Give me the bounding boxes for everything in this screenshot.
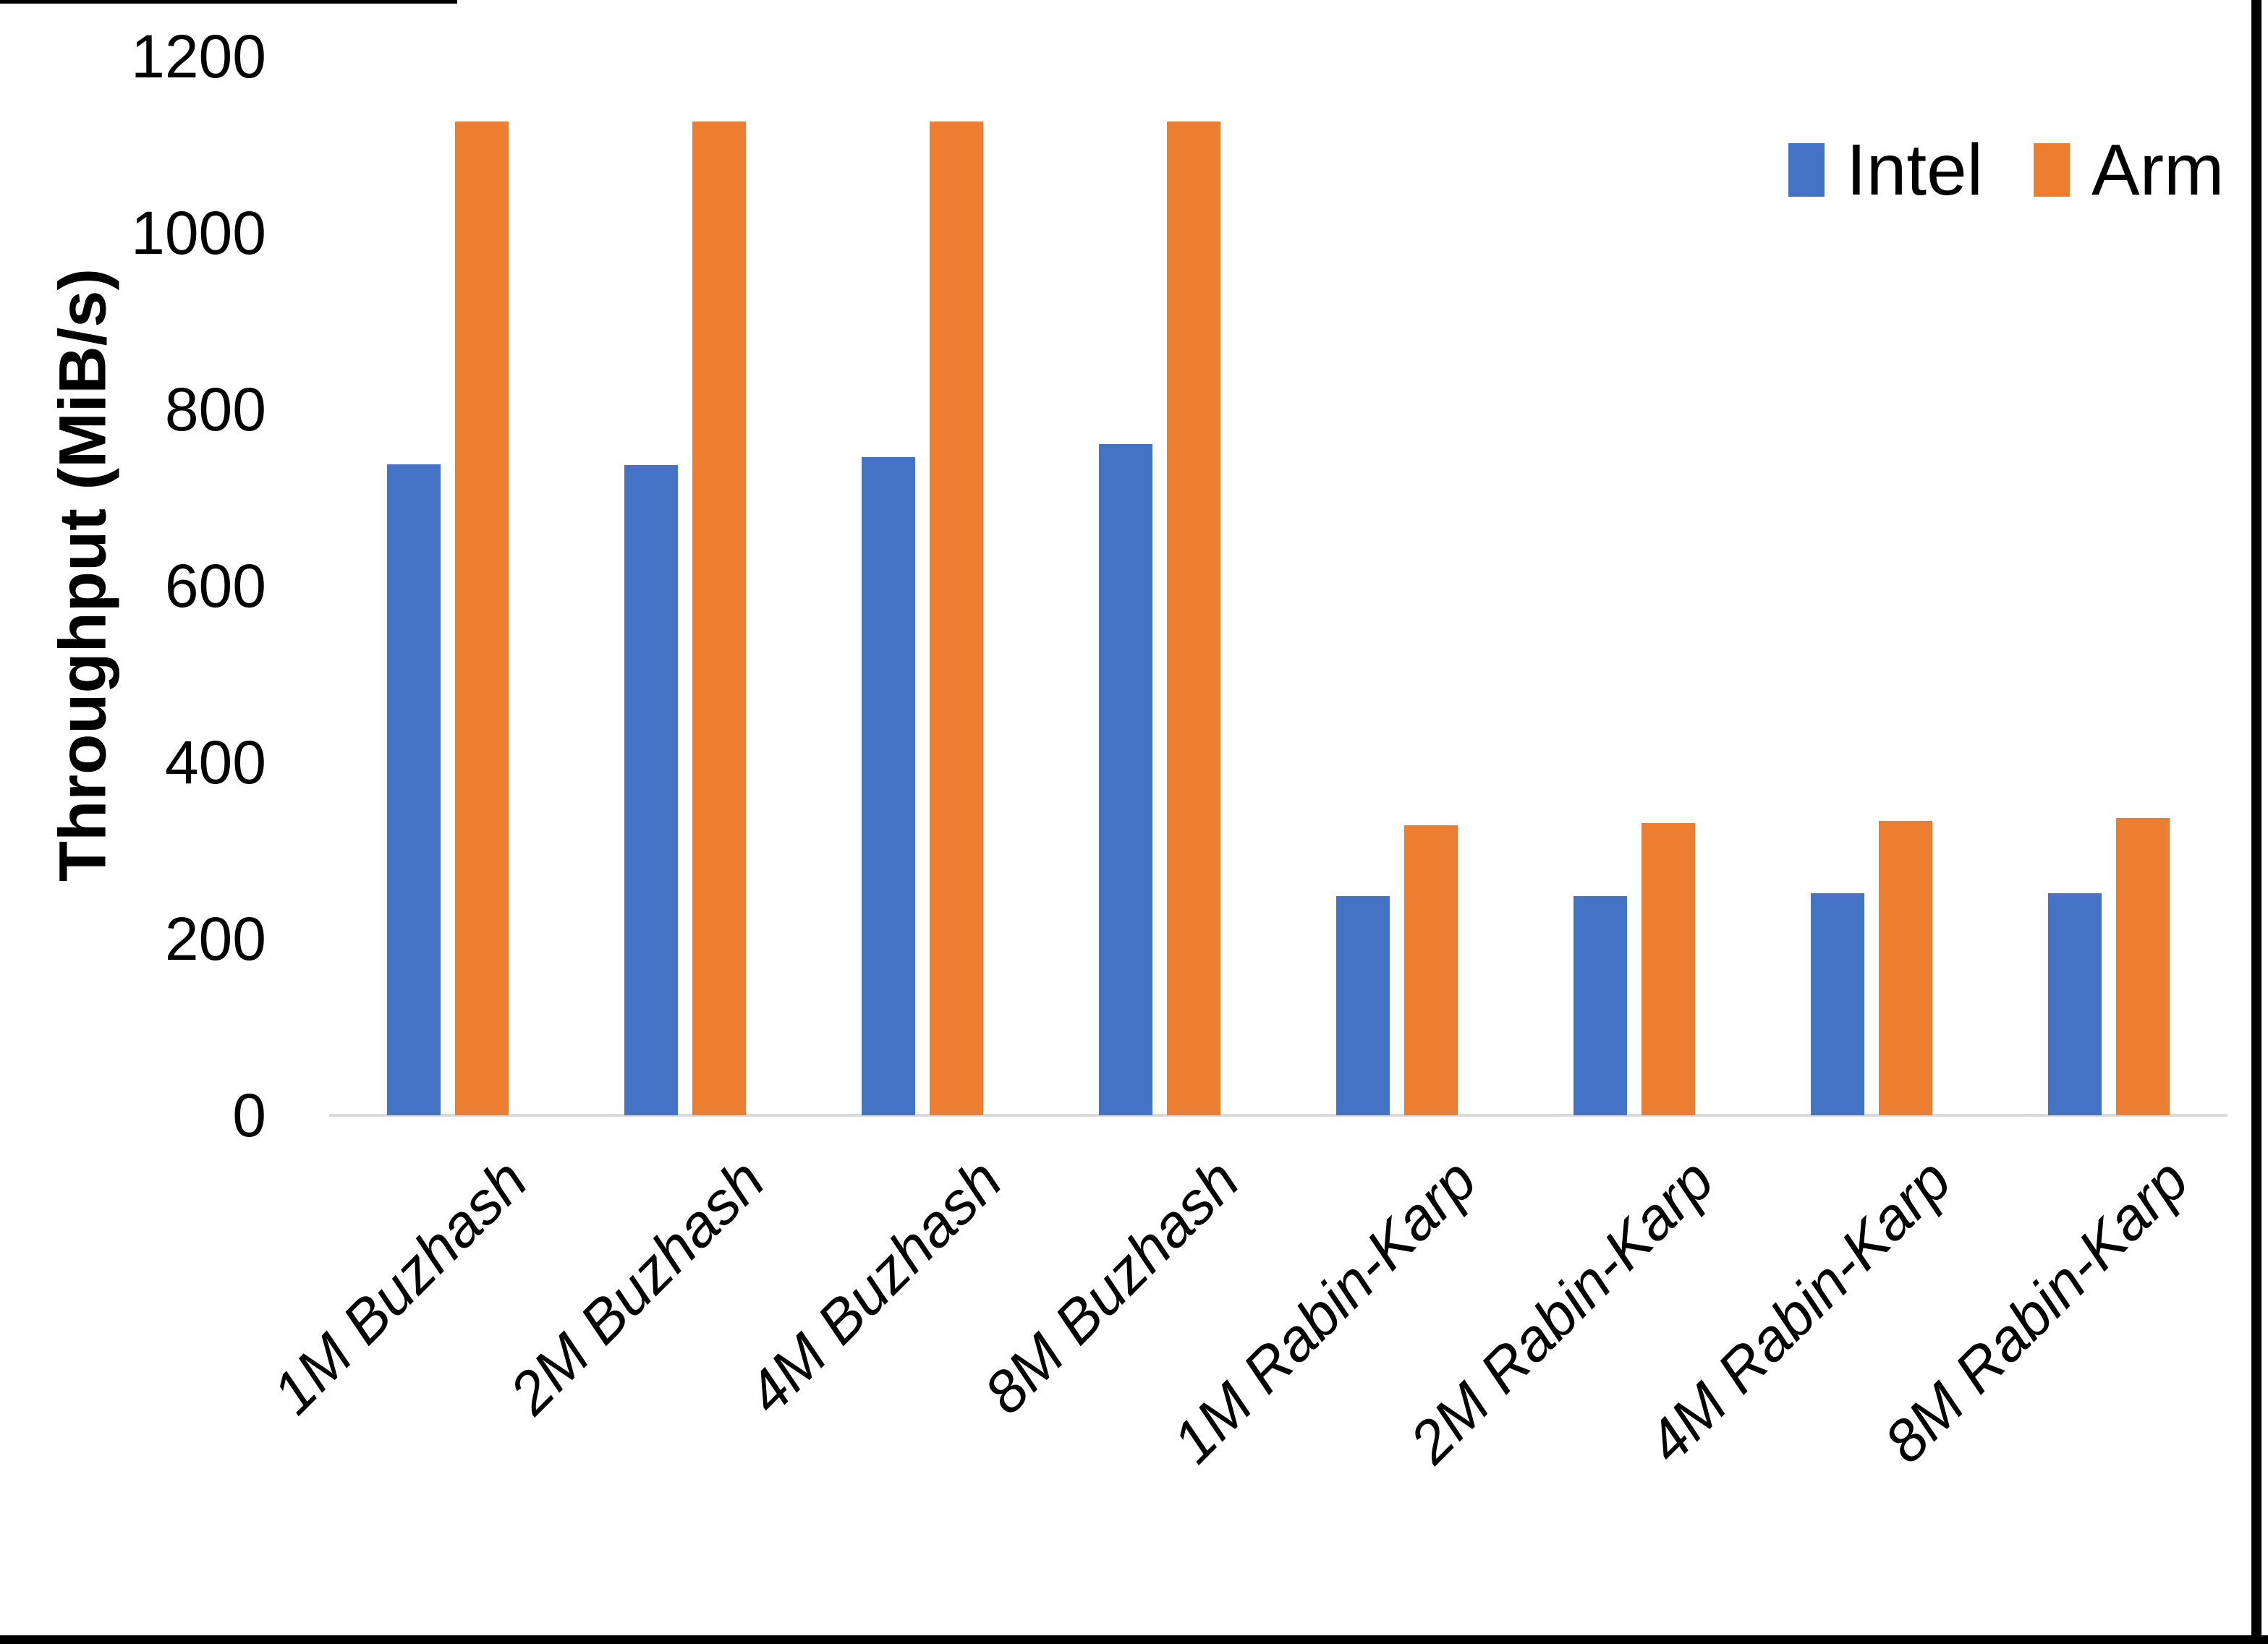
bar-arm-8m-rabin-karp bbox=[2116, 818, 2170, 1115]
bar-intel-8m-buzhash bbox=[1099, 444, 1152, 1115]
y-axis-tick-label-400: 400 bbox=[164, 728, 266, 796]
legend-item-arm: Arm bbox=[2034, 134, 2224, 206]
bar-intel-4m-buzhash bbox=[862, 457, 915, 1115]
bar-intel-1m-rabin-karp bbox=[1336, 896, 1390, 1115]
x-axis-category-label-1m-buzhash: 1M Buzhash bbox=[260, 1146, 540, 1427]
right-border-line bbox=[2251, 0, 2261, 1644]
bar-intel-2m-rabin-karp bbox=[1573, 896, 1627, 1115]
bar-intel-4m-rabin-karp bbox=[1811, 893, 1864, 1115]
legend-item-intel: Intel bbox=[1788, 134, 1983, 206]
y-axis-tick-label-800: 800 bbox=[164, 375, 266, 443]
legend-label-arm: Arm bbox=[2091, 129, 2225, 210]
bar-arm-1m-buzhash bbox=[455, 122, 509, 1115]
y-axis-tick-label-200: 200 bbox=[164, 905, 266, 973]
legend-swatch-intel bbox=[1788, 143, 1825, 197]
bar-intel-8m-rabin-karp bbox=[2048, 893, 2102, 1115]
bar-arm-4m-buzhash bbox=[930, 122, 983, 1115]
bar-arm-1m-rabin-karp bbox=[1404, 825, 1458, 1115]
top-border-line bbox=[0, 0, 457, 4]
legend-swatch-arm bbox=[2034, 143, 2070, 197]
bar-arm-2m-buzhash bbox=[692, 122, 746, 1115]
bar-intel-2m-buzhash bbox=[624, 465, 678, 1115]
legend-label-intel: Intel bbox=[1846, 129, 1984, 210]
bar-arm-4m-rabin-karp bbox=[1879, 821, 1932, 1115]
bottom-border-line bbox=[0, 1635, 2268, 1644]
bar-intel-1m-buzhash bbox=[387, 464, 441, 1115]
y-axis-tick-label-1000: 1000 bbox=[131, 199, 266, 267]
legend: Intel Arm bbox=[1788, 134, 2224, 206]
bar-arm-2m-rabin-karp bbox=[1641, 823, 1695, 1115]
y-axis-tick-label-0: 0 bbox=[232, 1081, 266, 1149]
y-axis-tick-label-1200: 1200 bbox=[131, 22, 266, 90]
x-axis-line bbox=[329, 1114, 2227, 1117]
bar-arm-8m-buzhash bbox=[1167, 122, 1220, 1115]
y-axis-tick-label-600: 600 bbox=[164, 552, 266, 620]
